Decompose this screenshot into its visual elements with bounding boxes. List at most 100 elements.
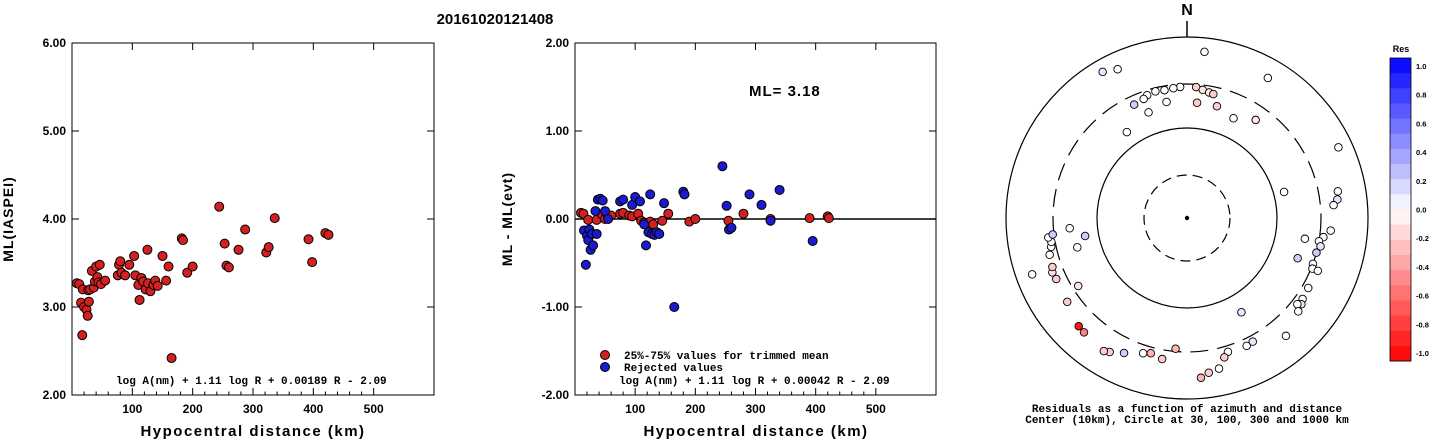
polar-station-point <box>1251 115 1260 125</box>
polar-station-point <box>1175 82 1185 92</box>
polar-station-point <box>1313 266 1323 276</box>
rejected-residual-point <box>591 228 602 239</box>
magnitude-point <box>182 267 193 278</box>
colorbar-tick-label: 1.0 <box>1416 62 1426 71</box>
polar-station-point <box>1048 262 1057 272</box>
rejected-residual-point <box>588 240 599 251</box>
ring-300km <box>1052 83 1322 353</box>
colorbar-tick-label: -0.4 <box>1416 263 1430 272</box>
polar-station-point <box>1119 348 1129 358</box>
magnitude-point <box>214 201 225 212</box>
colorbar-cell <box>1390 194 1411 210</box>
colorbar-cell <box>1390 164 1411 180</box>
magnitude-point <box>269 213 280 224</box>
magnitude-point <box>83 296 94 307</box>
polar-station-point <box>1212 101 1222 111</box>
magnitude-point <box>233 244 244 255</box>
polar-station-point <box>1281 331 1291 341</box>
colorbar-cell <box>1390 148 1411 165</box>
magnitude-point <box>94 259 105 270</box>
rejected-residual-point <box>744 189 755 200</box>
polar-station-point <box>1048 230 1057 239</box>
polar-station-point <box>1079 328 1089 337</box>
panel2-ytick-label: 2.00 <box>546 36 570 50</box>
colorbar-cell <box>1390 254 1411 271</box>
magnitude-point <box>263 242 274 253</box>
rejected-residual-point <box>639 219 650 230</box>
colorbar-title: Res <box>1393 44 1410 54</box>
colorbar: Res 1.0 0.8 0.6 0.4 0.2 0.0 -0.2 -0.4 -0.6 -0.8 -1… <box>1389 44 1430 362</box>
polar-station-point <box>1073 281 1083 291</box>
polar-station-point <box>1027 270 1037 279</box>
polar-station-point <box>1204 368 1213 377</box>
rejected-residual-point <box>669 302 680 312</box>
rejected-residual-point <box>774 184 785 195</box>
rejected-residual-point <box>765 215 776 226</box>
magnitude-point <box>82 310 93 321</box>
magnitude-point <box>323 229 334 240</box>
polar-station-point <box>1098 67 1107 77</box>
polar-station-point <box>1312 248 1321 257</box>
polar-station-point <box>1139 94 1148 104</box>
polar-station-point <box>1300 234 1310 244</box>
panel1-xtick-label: 200 <box>183 402 203 416</box>
polar-station-point <box>1157 354 1167 364</box>
polar-station-point <box>1138 348 1148 358</box>
rejected-residual-point <box>721 200 732 211</box>
epicenter-marker <box>1184 215 1190 221</box>
colorbar-cell <box>1390 103 1411 120</box>
colorbar-cell <box>1390 315 1411 332</box>
colorbar-tick-label: 0.2 <box>1416 177 1426 186</box>
magnitude-point <box>120 270 131 281</box>
polar-station-point <box>1065 224 1074 233</box>
polar-station-point <box>1294 307 1303 316</box>
colorbar-cell <box>1390 133 1411 150</box>
polar-station-point <box>1333 187 1343 196</box>
polar-station-point <box>1316 242 1325 251</box>
rejected-residual-point <box>645 189 656 200</box>
polar-station-point <box>1113 64 1122 74</box>
polar-station-point <box>1160 85 1169 95</box>
panel-magnitude: 100 200 300 400 500 2.00 3.00 4.00 5.00 6.00 log … <box>0 36 435 440</box>
panel2-xtick-label: 400 <box>806 402 826 416</box>
polar-station-point <box>1200 47 1209 57</box>
colorbar-cell <box>1390 58 1411 74</box>
magnitude-point <box>307 257 318 268</box>
magnitude-point <box>187 261 198 272</box>
panel2-ytick-label: 1.00 <box>546 124 570 138</box>
magnitude-point <box>166 353 177 364</box>
colorbar-cell <box>1390 118 1411 135</box>
panel1-ytick-label: 2.00 <box>43 388 67 402</box>
legend-label-accepted: 25%-75% values for trimmed mean <box>624 351 829 363</box>
colorbar-cell <box>1390 345 1411 362</box>
rejected-residual-point <box>717 161 728 172</box>
panel1-ytick-label: 5.00 <box>43 124 67 138</box>
magnitude-point <box>303 234 314 245</box>
legend-label-rejected: Rejected values <box>624 363 723 375</box>
panel-residuals: 100 200 300 400 500 -2.00 -1.00 0.00 1.00 2.00 ML… <box>499 36 937 440</box>
colorbar-cell <box>1390 300 1411 317</box>
panel1-frame <box>71 42 435 396</box>
colorbar-cell <box>1390 285 1411 301</box>
magnitude-point <box>142 244 153 255</box>
rejected-residual-point <box>580 259 591 270</box>
magnitude-point <box>115 256 126 267</box>
polar-station-point <box>1237 307 1246 317</box>
panel2-xtick-label: 500 <box>866 402 886 416</box>
panel2-ytick-label: 0.00 <box>546 212 570 226</box>
polar-station-point <box>1196 373 1206 383</box>
polar-station-point <box>1144 108 1153 117</box>
polar-station-point <box>1162 97 1171 107</box>
polar-station-point <box>1192 98 1202 107</box>
polar-station-point <box>1080 231 1090 241</box>
polar-station-point <box>1062 297 1072 307</box>
polar-station-point <box>1329 200 1338 210</box>
polar-station-point <box>1214 364 1224 373</box>
panel2-xtick-label: 300 <box>745 402 765 416</box>
polar-station-point <box>1248 337 1257 346</box>
magnitude-point <box>100 275 111 286</box>
panel2-ytick-label: -1.00 <box>542 300 570 314</box>
accepted-residual-point <box>583 214 594 225</box>
panel2-ylabel: ML - ML(evt) <box>499 172 515 266</box>
panel1-xtick-label: 400 <box>303 402 323 416</box>
